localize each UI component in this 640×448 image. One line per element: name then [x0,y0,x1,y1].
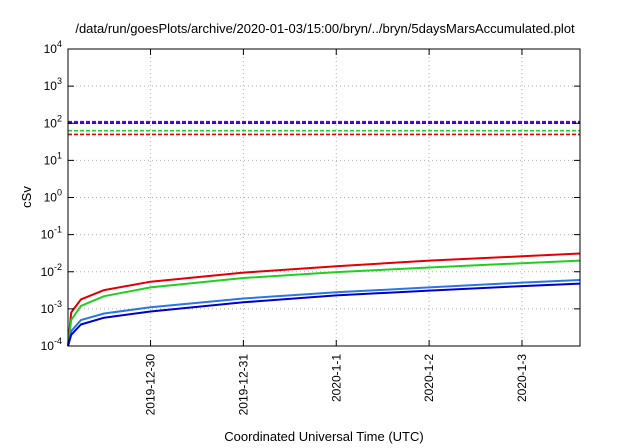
series-line [67,252,581,347]
series-line [67,259,581,347]
grid [68,49,580,346]
x-tick-label: 2019-12-30 [144,354,158,416]
y-tick-label: 100 [44,188,62,205]
y-axis: 10-4 10-3 10-2 10-1 100 101 102 103 104 [41,39,580,353]
series-group [67,252,581,347]
x-axis-label: Coordinated Universal Time (UTC) [224,429,423,444]
y-tick-label: 10-4 [41,336,62,353]
y-axis-label: cSv [19,186,34,208]
y-tick-label: 10-1 [41,225,62,242]
y-tick-label: 101 [44,150,62,167]
x-tick-label: 2020-1-3 [515,354,529,402]
y-tick-label: 103 [44,76,62,93]
reference-lines [68,120,580,136]
chart-title: /data/run/goesPlots/archive/2020-01-03/1… [75,21,575,36]
x-tick-label: 2020-1-1 [329,354,343,402]
y-tick-label: 10-2 [41,262,62,279]
y-tick-label: 10-3 [41,299,62,316]
x-tick-label: 2019-12-31 [236,354,250,416]
y-tick-label: 104 [44,39,62,56]
series-line [67,279,581,347]
x-axis: 2019-12-30 2019-12-31 2020-1-1 2020-1-2 2020… [144,49,529,415]
x-tick-label: 2020-1-2 [422,354,436,402]
series-line [67,282,581,347]
y-tick-label: 102 [44,113,62,130]
